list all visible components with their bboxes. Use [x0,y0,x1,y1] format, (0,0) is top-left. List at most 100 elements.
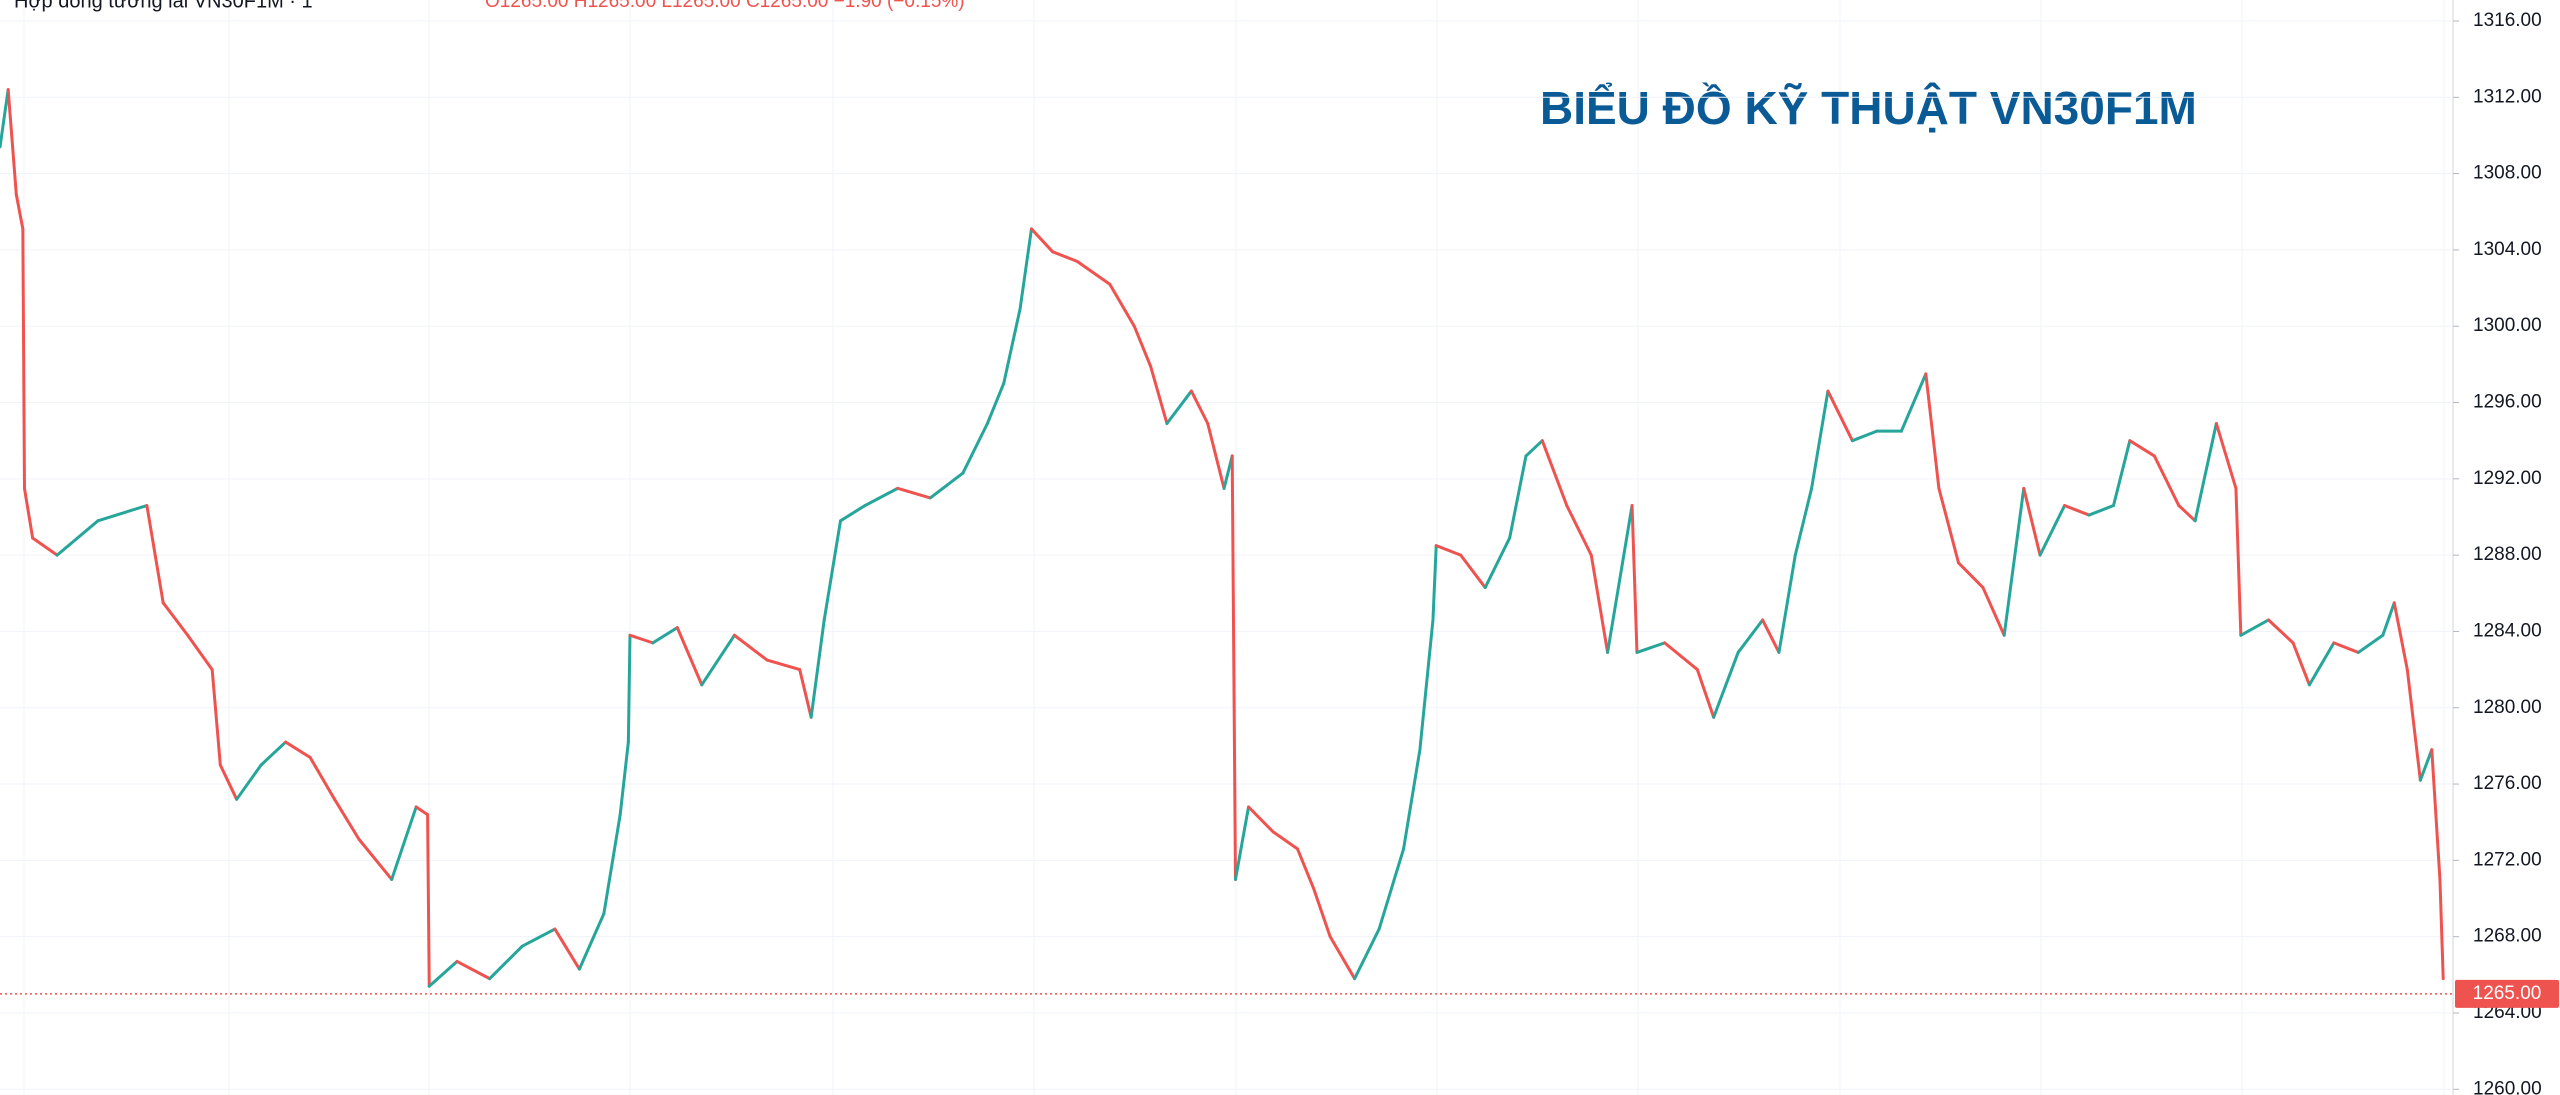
price-segment [1402,748,1422,851]
y-tick-label: 1300.00 [2473,315,2542,336]
price-segment [1937,486,1960,565]
price-segment [235,763,263,801]
price-segment [6,88,18,197]
price-segment [2234,486,2243,637]
price-segment [488,944,524,981]
price-segment [1565,504,1593,557]
price-segment [1635,641,1667,654]
price-segment [308,755,337,801]
price-segment [2022,486,2042,557]
price-segment [284,740,312,759]
price-segment [1295,847,1316,891]
price-segment [2002,486,2026,637]
y-tick-label: 1272.00 [2473,849,2542,870]
price-segment [426,813,431,988]
price-segment [2291,641,2311,687]
price-segment [1271,830,1299,851]
price-segment [1206,422,1226,490]
price-segment [2214,422,2238,490]
price-segment [1508,454,1528,540]
price-segment [1459,553,1487,590]
price-segment [1524,439,1544,458]
price-segment [414,805,430,817]
price-segment [798,668,813,719]
price-segment [2267,618,2295,645]
price-segment [2177,504,2197,523]
price-segment [2038,504,2067,557]
price-segment [1328,935,1357,981]
price-segment [1418,618,1435,752]
price-segment [390,805,418,881]
price-segment [863,486,900,508]
price-segment [700,633,736,687]
price-segment [1850,429,1879,443]
price-segment [218,763,239,801]
price-segment [928,471,965,500]
price-segment [732,633,769,662]
price-segment [1018,227,1033,311]
price-segment [1075,259,1112,286]
price-segment [2392,601,2409,672]
price-segment [1793,486,1814,557]
price-segment [455,959,492,981]
price-segment [1434,544,1463,557]
y-tick-label: 1280.00 [2473,697,2542,718]
price-segment [259,740,288,767]
price-segment [427,959,459,988]
y-tick-label: 1288.00 [2473,544,2542,565]
price-segment [1149,364,1169,426]
price-segment [1165,389,1193,426]
price-segment [1051,250,1079,263]
price-segment [577,912,606,971]
price-segment [2430,748,2442,881]
price-segment [520,927,557,948]
y-tick-label: 1284.00 [2473,620,2542,641]
price-segment [675,626,704,687]
price-segment [96,504,149,523]
price-segment [1189,389,1210,426]
price-segment [2152,454,2181,508]
price-segment [765,658,802,672]
price-segment [628,633,655,645]
y-tick-label: 1268.00 [2473,926,2542,947]
price-segment [1630,504,1639,654]
price-segment [553,927,581,971]
price-segment [357,837,394,881]
price-segment [1736,618,1765,654]
price-segment [21,227,26,490]
price-segment [2193,422,2218,523]
y-tick-label: 1304.00 [2473,239,2542,260]
price-segment [0,88,10,149]
y-tick-label: 1308.00 [2473,163,2542,184]
price-segment [2112,439,2132,508]
price-segment [22,486,35,540]
price-segment [651,626,679,645]
price-segment [55,519,100,557]
price-segment [210,668,222,767]
y-tick-label: 1276.00 [2473,773,2542,794]
price-segment [985,381,1006,426]
y-tick-label: 1292.00 [2473,468,2542,489]
price-segment [161,601,190,637]
price-segment [2438,877,2445,981]
price-segment [1132,324,1153,368]
price-segment [1712,650,1740,719]
price-segment [961,422,989,475]
price-segment [1606,504,1634,654]
last-price-label: 1265.00 [2473,983,2542,1004]
price-segment [1230,454,1237,881]
price-segment [1312,887,1332,939]
price-segment [1353,927,1381,981]
price-segment [626,633,632,744]
price-segment [2307,641,2336,687]
price-segment [1233,805,1251,881]
price-segment [333,797,361,841]
price-segment [822,519,843,622]
price-segment [2128,439,2156,458]
price-segment [2418,748,2434,782]
price-segment [1377,847,1406,931]
price-segment [1483,536,1512,590]
price-segment [1810,389,1830,490]
